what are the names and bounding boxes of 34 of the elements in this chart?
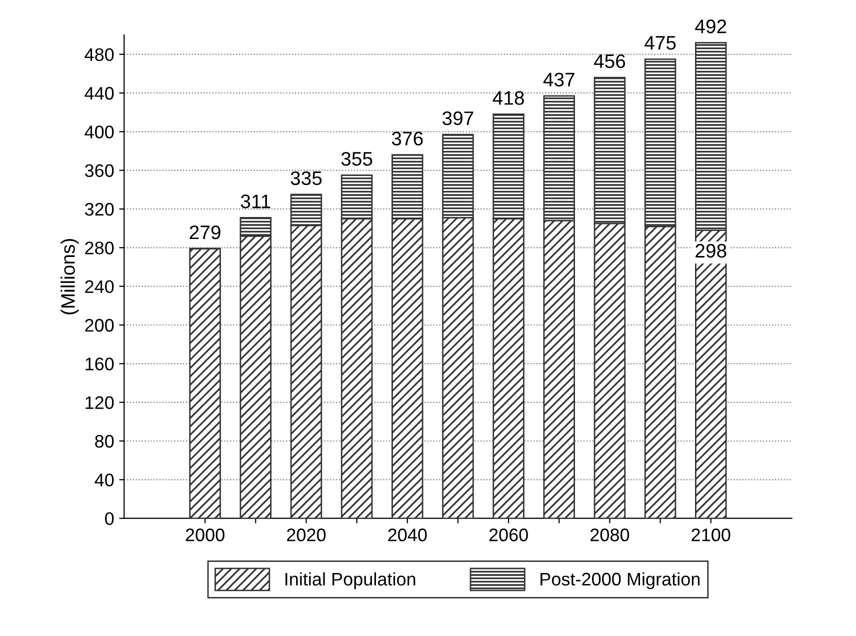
total-label: 335 [290,171,322,186]
legend-label: Post-2000 Migration [540,572,700,590]
total-label: 418 [492,91,524,105]
total-label: 456 [594,54,626,68]
total-label: 492 [695,20,726,34]
x-tick-label: 2020 [287,528,326,542]
y-tick-label: 400 [84,126,114,138]
y-tick-label: 160 [86,358,114,370]
total-label: 376 [392,132,423,146]
legend-label: Initial Population [286,572,416,590]
y-tick-label: 200 [85,318,114,332]
x-tick-label: 2000 [186,528,224,542]
x-tick-label: 2100 [692,528,730,542]
y-tick-label: 40 [94,474,114,486]
y-tick-label: 240 [85,280,114,294]
total-label: 397 [442,111,474,126]
y-axis-title: (Millions) [60,238,79,314]
total-label: 437 [543,72,574,86]
y-tick-label: 280 [85,242,114,254]
y-tick-label: 440 [84,86,114,100]
total-label: 475 [644,36,676,50]
data-label: 298 [696,244,726,258]
x-tick-label: 2060 [489,528,528,542]
y-tick-label: 360 [84,164,114,178]
total-label: 279 [190,225,220,240]
x-tick-label: 2040 [388,528,427,542]
y-tick-label: 480 [84,48,114,62]
y-tick-label: 0 [105,512,114,526]
x-tick-label: 2080 [590,528,630,542]
y-tick-label: 80 [95,434,114,448]
y-tick-label: 320 [84,202,114,216]
total-label: 355 [341,152,372,166]
y-tick-label: 120 [86,396,114,410]
total-label: 311 [240,194,270,208]
